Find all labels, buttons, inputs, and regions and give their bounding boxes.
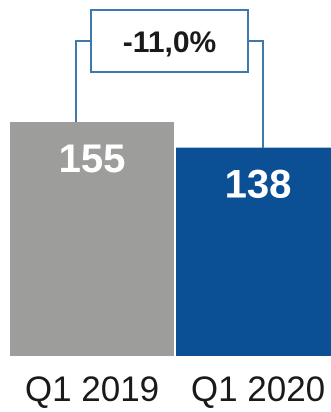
bar-value-label-0: 155: [59, 137, 126, 181]
value-labels: 155 138: [59, 137, 292, 207]
connector-right: [248, 40, 264, 148]
connector-left: [75, 40, 91, 122]
category-label-0: Q1 2019: [25, 370, 159, 409]
change-connector: [75, 40, 264, 148]
change-callout-box: [90, 9, 249, 73]
bar-value-label-1: 138: [225, 163, 292, 207]
bar-0: [10, 122, 174, 356]
bars: [10, 122, 331, 356]
bar-1: [176, 147, 331, 356]
change-callout: -11,0%: [90, 9, 249, 73]
category-label-1: Q1 2020: [191, 370, 325, 409]
category-axis: Q1 2019 Q1 2020: [25, 370, 325, 409]
change-label: -11,0%: [123, 26, 216, 59]
